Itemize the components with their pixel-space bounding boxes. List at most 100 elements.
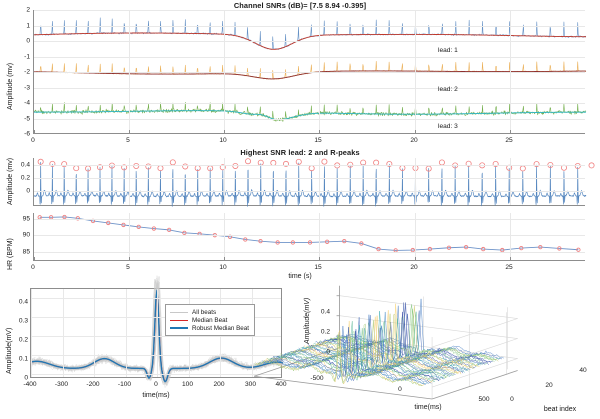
gridline-v	[129, 158, 130, 205]
xtick-label: 5	[126, 264, 130, 271]
heart-rate-trace	[37, 214, 581, 253]
gridline-v	[319, 158, 320, 205]
ensemble-beats-xlabel: time(ms)	[142, 392, 170, 399]
xtick-label: -400	[23, 381, 37, 388]
legend-swatch-robust-median-beat	[170, 327, 188, 329]
gridline-v	[510, 10, 511, 133]
ytick-label: 2	[26, 6, 30, 14]
xtick-label: -100	[117, 381, 132, 388]
gridline-v	[31, 289, 32, 377]
gridline-h	[34, 178, 585, 179]
ytick-label: 0.4	[320, 308, 330, 316]
xtick-label: 0	[31, 137, 35, 144]
xtick-label: -300	[54, 381, 69, 388]
gridline-h	[31, 374, 281, 375]
gridline-v	[319, 10, 320, 133]
ytick-label: 0.2	[18, 336, 28, 344]
waterfall-3d-traces	[253, 285, 518, 400]
gridline-h	[34, 87, 585, 89]
xtick-mark	[415, 130, 416, 133]
xtick-label: 20	[410, 264, 418, 271]
gridline-v	[415, 213, 416, 260]
rpeaks-trace	[33, 158, 595, 207]
legend-label-robust-median-beat: Robust Median Beat	[192, 324, 250, 332]
rpeaks-axes	[33, 158, 595, 207]
legend-item-all-beats: All beats	[170, 308, 249, 316]
gridline-v	[62, 289, 64, 377]
gridline-h	[34, 118, 585, 120]
legend-label-median-beat: Median Beat	[192, 316, 228, 324]
ytick-label: 0.2	[320, 328, 330, 336]
gridline-h	[31, 336, 281, 337]
legend-swatch-all-beats	[170, 311, 188, 313]
xtick-label: 15	[314, 137, 322, 144]
gridline-v	[224, 10, 225, 133]
heart-rate-xlabel: time (s)	[288, 273, 312, 280]
gridline-h	[31, 317, 281, 318]
legend-item-median-beat: Median Beat	[170, 316, 249, 324]
gridline-v	[157, 289, 158, 377]
waterfall-xlabel: time(ms)	[414, 404, 442, 411]
xtick-label: 400	[275, 381, 287, 388]
xtick-label: 25	[505, 264, 513, 271]
gridline-v	[125, 289, 127, 377]
rpeaks-title: Highest SNR lead: 2 and R-peaks	[240, 148, 360, 157]
xtick-mark	[510, 257, 511, 260]
ensemble-beats-legend: All beats Median Beat Robust Median Beat	[165, 304, 256, 336]
waterfall-zlabel: beat index	[543, 406, 577, 413]
xtick-label: 0	[154, 381, 158, 388]
gridline-h	[34, 25, 585, 27]
channel-snr-title: Channel SNRs (dB)= [7.5 8.94 -0.395]	[233, 1, 367, 10]
gridline-v	[224, 158, 225, 205]
xtick-label: 200	[213, 381, 225, 388]
channel-snr-axes: lead: 1 lead: 2 lead: 3	[33, 10, 587, 134]
gridline-v	[510, 213, 511, 260]
xtick-mark	[510, 130, 511, 133]
xtick-mark	[129, 257, 130, 260]
lead-3-label: lead: 3	[438, 123, 458, 130]
xtick-label: 10	[219, 137, 227, 144]
ytick-label: -5	[24, 115, 30, 122]
ytick-label: -6	[24, 130, 30, 138]
heart-rate-axes	[33, 213, 585, 261]
gridline-v	[129, 10, 130, 133]
xtick-label: 100	[181, 381, 194, 388]
ytick-label: 0.4	[20, 161, 30, 169]
xtick-mark	[129, 130, 130, 133]
beat-waterfall-panel: Amplitude(mV) 0.4 0.2 0 -500 0 500 0 20 …	[253, 282, 600, 419]
xtick-label: -200	[86, 381, 100, 388]
ytick-label: -1	[24, 53, 30, 60]
gridline-h	[34, 235, 585, 236]
ytick-label: 0.1	[18, 355, 28, 363]
xtick-mark	[224, 257, 225, 260]
xtick-mark	[319, 257, 320, 260]
gridline-h	[34, 56, 585, 58]
ensemble-beats-ylabel: Amplitude(mV)	[6, 327, 13, 374]
ytick-label: 85	[22, 248, 30, 256]
ytick-label: 1	[26, 22, 30, 29]
gridline-h	[31, 298, 281, 299]
lead-1-label: lead: 1	[438, 47, 458, 54]
ensemble-beats-panel: Amplitude(mV) All beats	[0, 275, 290, 419]
gridline-h	[34, 103, 585, 104]
xtick-label: 25	[505, 137, 513, 144]
xtick-mark	[224, 130, 225, 133]
legend-swatch-median-beat	[170, 319, 188, 321]
ytick-label: 90	[22, 231, 30, 239]
xtick-mark	[319, 130, 320, 133]
lead-2-label: lead: 2	[438, 86, 458, 93]
xtick-label: 300	[244, 381, 257, 388]
xtick-label: -500	[310, 375, 324, 382]
gridline-v	[319, 213, 320, 260]
ytick-label: 0	[26, 37, 30, 45]
xtick-mark	[34, 257, 35, 260]
ztick-label: 20	[545, 382, 553, 389]
ztick-label: 0	[510, 396, 514, 403]
gridline-h	[34, 165, 585, 166]
legend-item-robust-median-beat: Robust Median Beat	[170, 324, 249, 332]
heart-rate-panel: HR (BPM) 85 90 95 0 5 10 15 20 25 tim	[0, 210, 600, 280]
ensemble-beats-axes: All beats Median Beat Robust Median Beat	[30, 275, 284, 388]
legend-label-all-beats: All beats	[192, 308, 217, 316]
ytick-label: 0	[26, 187, 30, 195]
ztick-label: 40	[579, 367, 587, 374]
